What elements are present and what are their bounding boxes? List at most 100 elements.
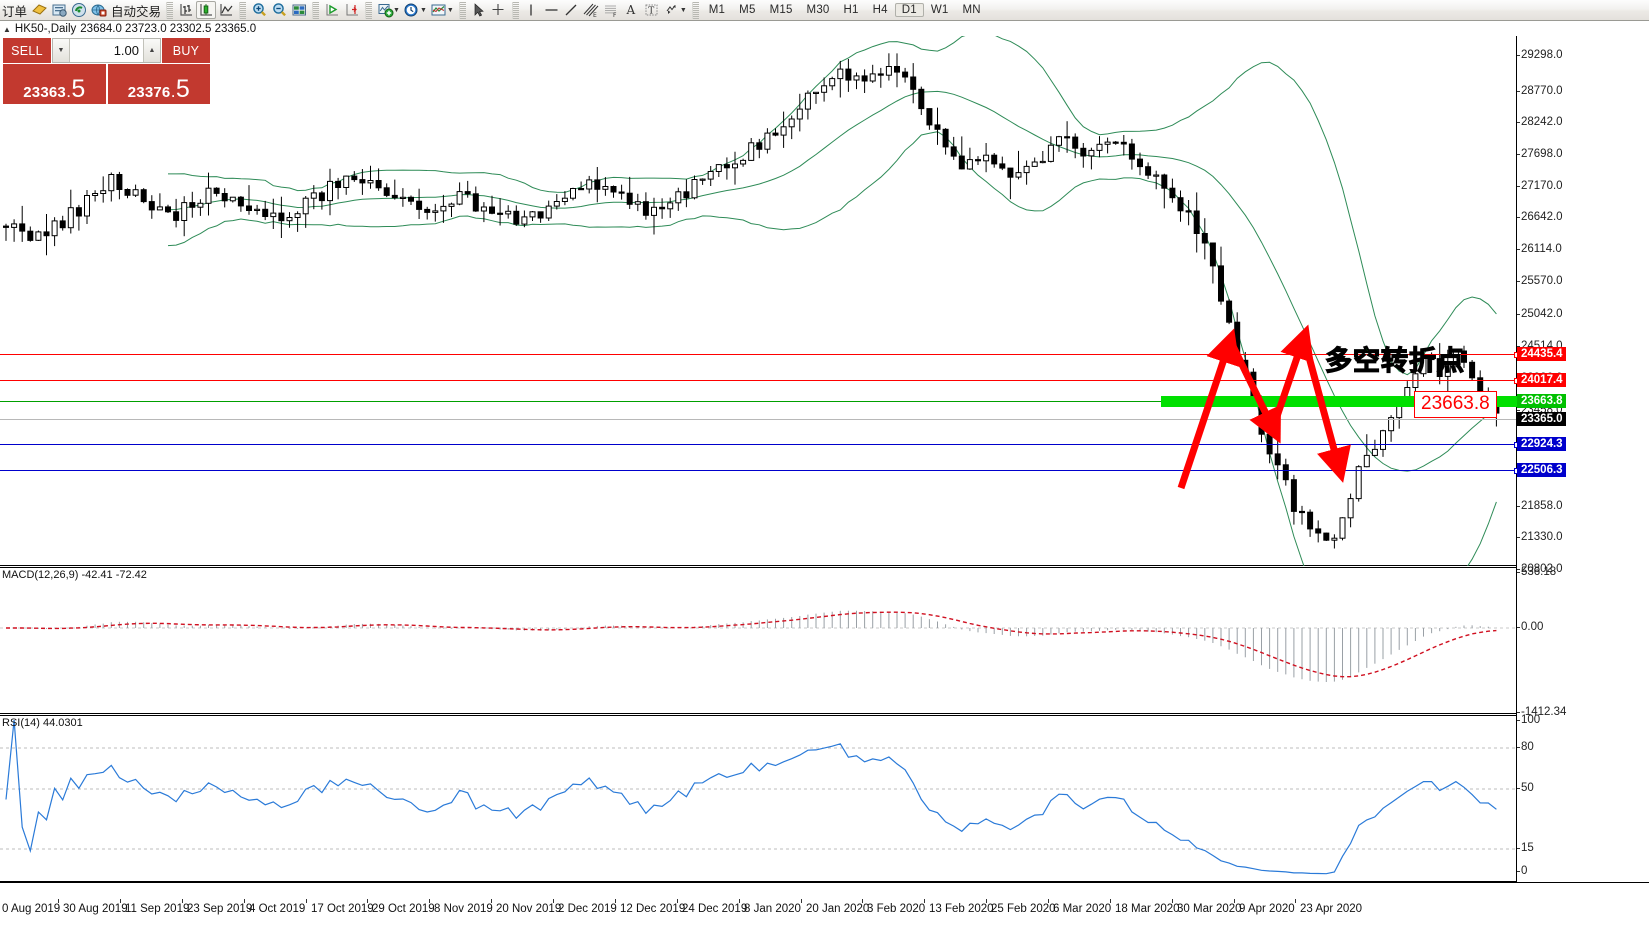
buy-button[interactable]: BUY — [162, 38, 210, 63]
timeframe-w1[interactable]: W1 — [930, 4, 949, 16]
time-tick: 2 Dec 2019 — [553, 899, 617, 915]
timeframe-h4[interactable]: H4 — [872, 4, 888, 16]
horizontal-line-icon[interactable] — [542, 1, 562, 19]
line-chart-icon[interactable] — [216, 1, 236, 19]
price-badge-resistance-2[interactable]: 24017.4 — [1517, 373, 1566, 387]
zoom-out-icon[interactable] — [269, 1, 289, 19]
svg-text:E: E — [593, 12, 597, 18]
level-line-support-1[interactable] — [0, 442, 1520, 448]
ask-price-button[interactable]: 23376 . 5 — [107, 64, 210, 104]
volume-input[interactable]: 1.00 — [113, 43, 139, 58]
level-line-last-price — [0, 419, 1516, 420]
time-tick: 30 Aug 2019 — [58, 899, 128, 915]
signals-icon[interactable] — [69, 1, 89, 19]
toolbar-separator — [166, 1, 174, 19]
timeframe-m1[interactable]: M1 — [708, 4, 726, 16]
timeframe-h1[interactable]: H1 — [843, 4, 859, 16]
zoom-in-icon[interactable] — [249, 1, 269, 19]
toolbar-separator — [365, 1, 373, 19]
timeframe-m5[interactable]: M5 — [739, 4, 756, 16]
macd-pane[interactable]: MACD(12,26,9) -42.41 -72.42 — [0, 567, 1516, 714]
chart-shift-icon[interactable] — [342, 1, 362, 19]
period-clock-icon[interactable] — [402, 1, 422, 19]
time-tick: 8 Jan 2020 — [739, 899, 801, 915]
timeframe-d1[interactable]: D1 — [894, 3, 924, 17]
level-line-resistance-1[interactable] — [0, 352, 1520, 358]
price-badge-support-2[interactable]: 22506.3 — [1517, 463, 1566, 477]
equidistant-channel-icon[interactable]: E — [582, 1, 602, 19]
chevron-down-icon[interactable]: ▼ — [393, 6, 400, 14]
time-tick: 23 Apr 2020 — [1294, 899, 1363, 915]
time-tick: 11 Sep 2019 — [119, 899, 190, 915]
axis-tick: 15 — [1517, 842, 1534, 854]
toolbar-separator — [691, 1, 699, 19]
volume-increment-button[interactable]: ▲ — [143, 39, 160, 62]
time-axis[interactable]: 0 Aug 2019 30 Aug 2019 11 Sep 2019 23 Sep 2… — [0, 882, 1649, 943]
trendline-icon[interactable] — [562, 1, 582, 19]
time-tick: 25 Feb 2020 — [986, 899, 1056, 915]
tile-windows-icon[interactable] — [289, 1, 309, 19]
crosshair-icon[interactable] — [489, 1, 509, 19]
market-icon[interactable] — [89, 1, 109, 19]
axis-tick: 536.18 — [1516, 566, 1557, 578]
axis-tick: 27170.0 — [1517, 180, 1563, 192]
level-line-support-2[interactable] — [0, 468, 1520, 474]
price-badge-pivot-level[interactable]: 23663.8 — [1517, 394, 1566, 408]
auto-scroll-icon[interactable] — [322, 1, 342, 19]
vertical-line-icon[interactable] — [522, 1, 542, 19]
bid-price-button[interactable]: 23363 . 5 — [3, 64, 106, 104]
red-arrow-annotation — [1177, 324, 1351, 490]
bid-price-decimal: 5 — [71, 75, 86, 103]
main-toolbar[interactable]: 订单 自动交易 — [0, 0, 1649, 21]
templates-icon[interactable] — [429, 1, 449, 19]
timeframe-m15[interactable]: M15 — [769, 4, 793, 16]
add-indicator-icon[interactable] — [375, 1, 395, 19]
time-tick: 8 Nov 2019 — [429, 899, 493, 915]
symbol-ohlc: 23684.0 23723.0 23302.5 23365.0 — [80, 23, 257, 35]
chevron-down-icon[interactable]: ▼ — [446, 6, 454, 14]
macd-series — [0, 610, 1516, 682]
price-badge-resistance-1[interactable]: 24435.4 — [1517, 347, 1566, 361]
fibonacci-icon[interactable]: F — [602, 1, 622, 19]
time-tick: 18 Mar 2020 — [1110, 899, 1180, 915]
time-tick: 9 Apr 2020 — [1234, 899, 1295, 915]
bar-chart-icon[interactable] — [176, 1, 196, 19]
price-pane[interactable]: 23663.8 多空转折点 — [0, 36, 1536, 566]
chevron-down-icon[interactable]: ▼ — [419, 6, 427, 14]
level-line-resistance-2[interactable] — [0, 378, 1520, 384]
volume-decrement-button[interactable]: ▼ — [53, 39, 70, 62]
collapse-triangle-icon[interactable]: ▲ — [3, 24, 11, 34]
text-box-icon[interactable]: T — [642, 1, 662, 19]
chevron-down-icon[interactable]: ▼ — [679, 6, 687, 14]
chart-container[interactable]: 23663.8 多空转折点 MACD(12,26,9) -42.41 -72.4… — [0, 36, 1649, 943]
time-tick: 20 Nov 2019 — [490, 899, 562, 915]
timeframe-m30[interactable]: M30 — [806, 4, 830, 16]
text-label-icon[interactable]: A — [622, 1, 642, 19]
price-callout-box[interactable]: 23663.8 — [1414, 391, 1497, 418]
shapes-icon[interactable] — [662, 1, 682, 19]
rsi-pane[interactable]: RSI(14) 44.0301 — [0, 715, 1516, 882]
price-badge-support-1[interactable]: 22924.3 — [1517, 437, 1566, 451]
bid-price-dot: . — [66, 86, 71, 100]
svg-text:F: F — [613, 12, 617, 18]
axis-tick: 0 — [1516, 865, 1528, 877]
volume-stepper[interactable]: ▼ 1.00 ▲ — [52, 38, 161, 63]
candlestick-chart-icon[interactable] — [196, 1, 217, 19]
new-order-icon[interactable] — [29, 1, 49, 19]
bulletin-icon[interactable] — [49, 1, 69, 19]
timeframe-mn[interactable]: MN — [962, 4, 981, 16]
toolbar-autotrade-label[interactable]: 自动交易 — [111, 4, 162, 19]
sell-button[interactable]: SELL — [3, 38, 51, 63]
axis-tick: 27698.0 — [1517, 148, 1563, 160]
toolbar-separator — [511, 1, 519, 19]
axis-tick: 80 — [1517, 741, 1534, 753]
cursor-icon[interactable] — [469, 1, 489, 19]
price-badge-last-price[interactable]: 23365.0 — [1517, 412, 1566, 426]
rsi-series — [0, 719, 1516, 875]
price-axis[interactable]: 29298.0 28770.0 28242.0 27698.0 27170.0 26642… — [1516, 36, 1649, 882]
one-click-trading-panel[interactable]: SELL ▼ 1.00 ▲ BUY 23363 . 5 23376 . 5 — [3, 38, 210, 104]
axis-tick: 21858.0 — [1517, 500, 1563, 512]
time-axis-ticks: 0 Aug 2019 30 Aug 2019 11 Sep 2019 23 Sep 2… — [0, 899, 1516, 923]
toolbar-order-label[interactable]: 订单 — [2, 4, 28, 19]
axis-tick: 28770.0 — [1517, 85, 1563, 97]
